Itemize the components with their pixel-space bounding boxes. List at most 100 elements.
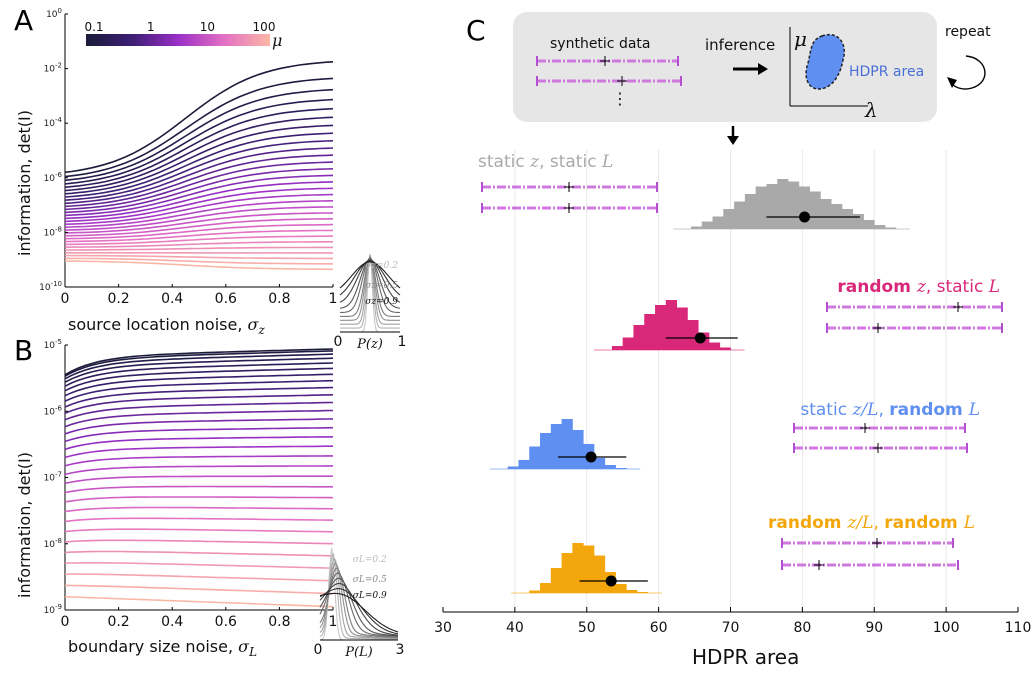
panel-c-xtick-label: 60 bbox=[650, 620, 668, 636]
panel-c-xticks: 30 40 50 60 70 80 90 100 110 bbox=[434, 607, 1031, 636]
panel-c-hist-bar bbox=[611, 346, 624, 350]
schematic-synthetic-label: synthetic data bbox=[550, 36, 651, 52]
panel-a-inset-curve bbox=[340, 256, 400, 317]
panel-c-hist-bar bbox=[550, 424, 562, 469]
panel-c-xtick-label: 80 bbox=[793, 620, 811, 636]
panel-b-curve bbox=[64, 528, 334, 533]
panel-a-curve bbox=[65, 246, 333, 251]
panel-a-ytick-exp: -8 bbox=[55, 225, 62, 233]
panel-b-curve bbox=[64, 445, 333, 459]
panel-a-curve bbox=[64, 116, 334, 192]
panel-a-curve bbox=[65, 260, 334, 271]
panel-c-xtick-label: 100 bbox=[933, 620, 960, 636]
panel-b-curve bbox=[64, 596, 334, 608]
panel-b-inset-xlabel: P(L) bbox=[344, 645, 373, 660]
schematic-axes bbox=[789, 27, 868, 107]
panel-b-xtick-label: 1 bbox=[329, 614, 338, 630]
panel-b-xtick-label: 0.2 bbox=[107, 614, 129, 630]
panel-c-group-label-part: z/L bbox=[851, 400, 878, 420]
panel-c-group-label-part: , bbox=[878, 400, 889, 420]
schematic-lambda-label: λ bbox=[864, 98, 878, 122]
panel-c-group-label-part: static bbox=[478, 152, 530, 172]
panel-b-curve bbox=[64, 506, 334, 513]
panel-c-group-label-part: L bbox=[968, 400, 980, 420]
panel-b-ytick-base: 10 bbox=[44, 474, 56, 484]
panel-b-inset-label: σL=0.9 bbox=[353, 591, 387, 601]
panel-a-ytick-label: 10-4 bbox=[44, 116, 63, 129]
panel-c-mean-point bbox=[799, 211, 811, 223]
panel-c-mean-point bbox=[605, 575, 617, 587]
panel-c-histograms bbox=[489, 179, 910, 594]
panel-a-inset-curve bbox=[339, 261, 401, 289]
panel-c-hist-bar bbox=[723, 209, 735, 229]
panel-c-hist-bar bbox=[655, 305, 667, 350]
panel-c-group-label-part: , static bbox=[539, 152, 602, 172]
panel-a-ytick-base: 10 bbox=[44, 65, 56, 75]
panel-a-ytick-base: 10 bbox=[44, 119, 56, 129]
schematic-inference-label: inference bbox=[705, 36, 775, 54]
panel-b-ytick-exp: -5 bbox=[55, 338, 62, 346]
panel-a-curve bbox=[64, 200, 334, 228]
panel-c-hist-bar bbox=[615, 468, 627, 469]
panel-a-curve bbox=[64, 206, 334, 231]
panel-b-ytick-label: 10-6 bbox=[44, 404, 63, 417]
panel-a-ytick-exp: -10 bbox=[51, 280, 62, 288]
panel-a-curves bbox=[64, 61, 334, 271]
panel-b-xticks: 0 0.2 0.4 0.6 0.8 1 bbox=[61, 607, 338, 630]
panel-c-hist-bar bbox=[863, 220, 875, 229]
panel-c-hist-bar bbox=[841, 209, 854, 229]
panel-b-inset-xtick: 0 bbox=[314, 642, 323, 658]
panel-b-curve bbox=[64, 348, 334, 376]
panel-a-curve bbox=[64, 168, 334, 214]
panel-a-xlabel-sym: σ bbox=[248, 315, 260, 334]
panel-b-curve bbox=[64, 584, 334, 595]
panel-a-letter: A bbox=[14, 4, 33, 37]
panel-c-group-label: random z/L, random L bbox=[768, 513, 975, 533]
panel-a-curve bbox=[64, 107, 334, 189]
panel-b-xlabel-text: boundary size noise, bbox=[68, 637, 238, 656]
panel-c-hist-bar bbox=[529, 590, 541, 593]
panel-c-hist-bar bbox=[708, 342, 721, 350]
panel-a-ytick-exp: -6 bbox=[55, 171, 63, 179]
panel-c-hist-bar bbox=[719, 347, 731, 350]
panel-b-curve bbox=[64, 485, 333, 494]
panel-c-group-label-part: static bbox=[800, 400, 852, 420]
panel-c-hist-bar bbox=[540, 433, 552, 469]
panel-b-curve bbox=[64, 455, 333, 467]
panel-b-curve bbox=[64, 496, 334, 503]
panel-b-inset-label: σL=0.5 bbox=[353, 575, 387, 585]
panel-b-inset-curve bbox=[319, 567, 399, 638]
panel-b-curve bbox=[64, 409, 334, 428]
panel-a-curve bbox=[64, 181, 334, 220]
panel-b-ytick-exp: -8 bbox=[55, 537, 62, 545]
panel-a-ylabel: information, det(I) bbox=[15, 110, 34, 256]
panel-a-curve bbox=[64, 154, 334, 208]
panel-c-hist-bar bbox=[518, 460, 530, 469]
panel-c-hist-bar bbox=[777, 179, 789, 229]
panel-c-sample-bars bbox=[481, 182, 1003, 570]
panel-a-xlabel-text: source location noise, bbox=[68, 315, 248, 334]
panel-b-inset-curve bbox=[319, 552, 398, 640]
schematic-arrow-icon bbox=[733, 63, 768, 75]
panel-b-xtick-label: 0.6 bbox=[215, 614, 237, 630]
panel-c-group-label-part: , static bbox=[926, 277, 989, 297]
panel-c-hist-bar bbox=[540, 583, 552, 593]
panel-b-ytick-label: 10-7 bbox=[44, 471, 62, 484]
panel-a-xtick-label: 0.4 bbox=[161, 291, 183, 307]
schematic-hdpr-region bbox=[805, 33, 845, 90]
panel-b-curve bbox=[64, 426, 334, 443]
panel-a-curve bbox=[64, 147, 334, 205]
panel-c-group-label: static z, static L bbox=[478, 152, 613, 172]
panel-a-curve bbox=[64, 98, 334, 185]
panel-a-inset-label: σz=0.2 bbox=[365, 261, 398, 271]
panel-c-hist-bar bbox=[665, 300, 677, 350]
panel-a-ytick-label: 10-8 bbox=[44, 225, 62, 238]
panel-b-ytick-base: 10 bbox=[44, 540, 56, 550]
panel-a-curve bbox=[64, 218, 334, 237]
panel-c-letter: C bbox=[466, 14, 486, 47]
panel-c-hist-bar bbox=[572, 543, 584, 593]
panel-c-hist-bar bbox=[885, 227, 897, 229]
panel-c-group-label-part: , bbox=[873, 513, 884, 533]
